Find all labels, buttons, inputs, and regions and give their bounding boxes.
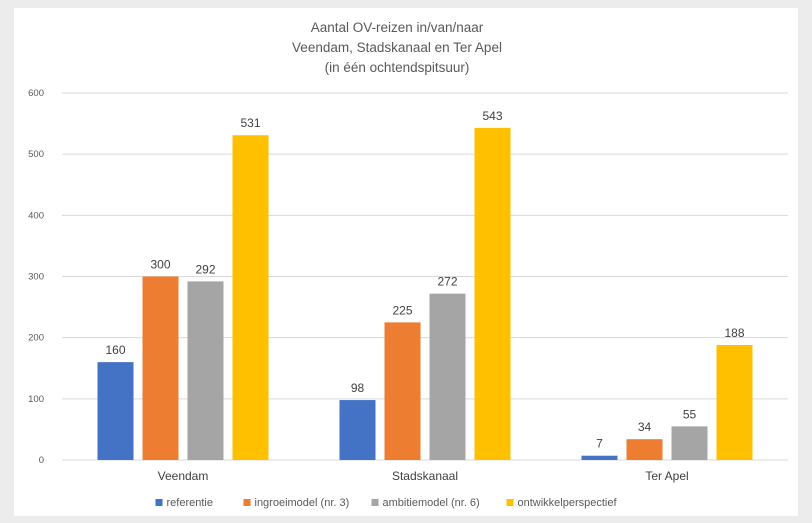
data-label: 160	[105, 343, 125, 357]
y-tick-label: 500	[28, 149, 44, 160]
legend-label: ambitiemodel (nr. 6)	[383, 497, 480, 509]
legend-swatch	[506, 499, 514, 506]
data-label: 98	[351, 381, 365, 395]
bar	[716, 345, 753, 460]
bar	[97, 362, 134, 460]
bar	[142, 276, 179, 460]
chart-card: Aantal OV-reizen in/van/naar Veendam, Sta…	[14, 8, 798, 516]
y-tick-label: 600	[28, 88, 44, 99]
x-axis-ticks: Veendam Stadskanaal Ter Apel	[158, 469, 689, 483]
bars	[97, 127, 753, 461]
x-tick-label: Stadskanaal	[392, 469, 458, 483]
legend-label: ingroeimodel (nr. 3)	[255, 497, 350, 509]
x-tick-label: Ter Apel	[645, 469, 688, 483]
bar	[581, 455, 618, 460]
bar	[429, 293, 466, 460]
data-label: 7	[596, 437, 603, 451]
bar	[671, 426, 708, 460]
y-axis-ticks: 0 100 200 300 400 500 600	[28, 88, 44, 466]
legend-swatch	[243, 499, 251, 506]
chart-title-line: Veendam, Stadskanaal en Ter Apel	[292, 40, 502, 55]
data-label: 188	[724, 326, 744, 340]
y-tick-label: 300	[28, 272, 44, 283]
y-tick-label: 100	[28, 394, 44, 405]
bar-chart: Aantal OV-reizen in/van/naar Veendam, Sta…	[28, 20, 788, 509]
legend-label: referentie	[167, 497, 213, 509]
legend-label: ontwikkelperspectief	[518, 497, 618, 509]
data-label: 225	[392, 303, 412, 317]
bar	[232, 135, 269, 460]
data-label: 55	[683, 407, 697, 421]
legend-swatch	[371, 499, 379, 506]
data-label: 543	[482, 109, 502, 123]
gridlines	[62, 92, 788, 461]
y-tick-label: 0	[39, 455, 44, 466]
data-labels: 160 300 292 531 98 225 272 543 7 34 55 188	[105, 109, 744, 451]
bar	[474, 127, 511, 461]
chart-title: Aantal OV-reizen in/van/naar Veendam, Sta…	[292, 20, 502, 75]
data-label: 292	[195, 262, 215, 276]
bar	[384, 322, 421, 460]
data-label: 531	[240, 116, 260, 130]
data-label: 272	[437, 275, 457, 289]
legend: referentie ingroeimodel (nr. 3) ambitiemod…	[155, 497, 618, 509]
legend-swatch	[155, 499, 163, 506]
x-tick-label: Veendam	[158, 469, 209, 483]
bar	[187, 281, 224, 460]
bar	[339, 400, 376, 460]
bar	[626, 439, 663, 460]
y-tick-label: 200	[28, 333, 44, 344]
data-label: 34	[638, 420, 652, 434]
chart-title-line: Aantal OV-reizen in/van/naar	[311, 20, 484, 35]
data-label: 300	[150, 258, 170, 272]
y-tick-label: 400	[28, 210, 44, 221]
chart-title-line: (in één ochtendspitsuur)	[325, 60, 470, 75]
